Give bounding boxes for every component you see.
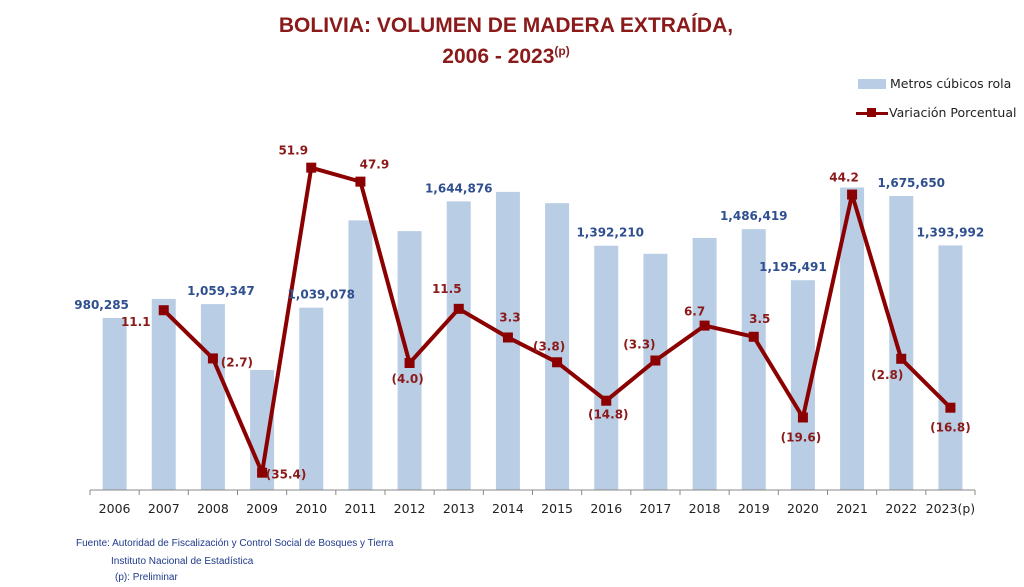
x-tick-label-2008: 2008 — [197, 501, 229, 516]
line-marker-2022 — [896, 353, 907, 364]
bar-2022 — [889, 195, 914, 490]
legend-bars-label: Metros cúbicos rola — [890, 76, 1012, 91]
bar-value-label-2019: 1,486,419 — [720, 209, 788, 223]
line-marker-2018 — [699, 320, 710, 331]
source-line-1: Fuente: Autoridad de Fiscalización y Con… — [76, 538, 394, 549]
line-value-label-2011: 47.9 — [360, 158, 390, 172]
line-value-label-2017: (3.3) — [623, 338, 655, 352]
bar-value-label-2010: 1,039,078 — [287, 288, 355, 302]
line-value-label-2008: (2.7) — [221, 355, 253, 369]
line-value-label-2010: 51.9 — [278, 144, 308, 158]
x-tick-label-2019: 2019 — [738, 501, 770, 516]
x-tick-label-2006: 2006 — [99, 501, 131, 516]
bar-2023(p) — [938, 245, 963, 490]
x-tick-label-2007: 2007 — [148, 501, 180, 516]
line-marker-2013 — [453, 303, 464, 314]
line-marker-2010 — [306, 162, 317, 173]
bar-2006 — [102, 318, 127, 490]
line-marker-2020 — [797, 412, 808, 423]
chart-title-preliminary-mark: (p) — [554, 44, 570, 58]
line-value-label-2012: (4.0) — [391, 372, 423, 386]
line-value-label-2016: (14.8) — [588, 408, 629, 422]
line-value-label-2019: 3.5 — [749, 312, 770, 326]
legend-line-label: Variación Porcentual — [889, 105, 1017, 120]
line-marker-2007 — [158, 305, 169, 316]
x-tick-label-2021: 2021 — [836, 501, 868, 516]
line-marker-2023(p) — [945, 402, 956, 413]
line-value-label-2015: (3.8) — [533, 339, 565, 353]
bar-2008 — [200, 304, 225, 490]
x-tick-label-2016: 2016 — [590, 501, 622, 516]
bar-2010 — [299, 307, 324, 490]
source-line-2: Instituto Nacional de Estadística — [111, 556, 254, 567]
line-marker-2014 — [502, 332, 513, 343]
line-marker-2012 — [404, 357, 415, 368]
bar-2013 — [446, 201, 471, 490]
line-value-label-2021: 44.2 — [829, 171, 859, 185]
preliminary-note: (p): Preliminar — [115, 572, 178, 583]
legend-bar-swatch — [858, 78, 886, 89]
line-value-label-2018: 6.7 — [684, 305, 705, 319]
bar-2018 — [692, 237, 717, 490]
line-value-label-2022: (2.8) — [871, 368, 903, 382]
x-tick-label-2022: 2022 — [885, 501, 917, 516]
x-tick-label-2009: 2009 — [246, 501, 278, 516]
bar-value-label-2006: 980,285 — [74, 298, 129, 312]
chart-title-years: 2006 - 2023 — [442, 45, 555, 68]
x-tick-label-2010: 2010 — [295, 501, 327, 516]
line-marker-2008 — [207, 353, 218, 364]
line-marker-2017 — [650, 355, 661, 366]
chart-title-line1: BOLIVIA: VOLUMEN DE MADERA EXTRAÍDA, — [278, 14, 734, 37]
line-value-label-2023(p): (16.8) — [930, 421, 971, 435]
x-tick-label-2015: 2015 — [541, 501, 573, 516]
bar-value-label-2016: 1,392,210 — [576, 226, 644, 240]
bar-2015 — [545, 203, 570, 491]
bar-2007 — [151, 298, 176, 490]
x-tick-label-2013: 2013 — [443, 501, 475, 516]
line-marker-2019 — [748, 331, 759, 342]
x-tick-label-2017: 2017 — [640, 501, 672, 516]
x-tick-label-2018: 2018 — [689, 501, 721, 516]
bar-2019 — [741, 229, 766, 490]
line-marker-2009 — [257, 467, 268, 478]
x-tick-label-2012: 2012 — [394, 501, 426, 516]
x-tick-label-2023(p): 2023(p) — [926, 501, 976, 516]
bar-value-label-2023(p): 1,393,992 — [917, 225, 985, 239]
legend-line-swatch — [856, 107, 888, 118]
bar-value-label-2013: 1,644,876 — [425, 181, 493, 195]
line-marker-2016 — [601, 395, 612, 406]
bar-value-label-2022: 1,675,650 — [877, 176, 945, 190]
bar-value-label-2008: 1,059,347 — [187, 284, 255, 298]
x-tick-label-2014: 2014 — [492, 501, 524, 516]
line-value-label-2007: 11.1 — [121, 315, 151, 329]
x-tick-label-2011: 2011 — [345, 501, 377, 516]
bar-value-label-2020: 1,195,491 — [759, 260, 827, 274]
line-value-label-2020: (19.6) — [781, 430, 822, 444]
line-value-label-2013: 11.5 — [432, 282, 462, 296]
bar-2016 — [594, 245, 619, 490]
bar-2017 — [643, 253, 668, 490]
chart-title-line2: 2006 - 2023(p) — [0, 44, 1024, 69]
line-marker-2011 — [355, 176, 366, 187]
legend-item-bars: Metros cúbicos rola — [858, 76, 1011, 91]
x-tick-label-2020: 2020 — [787, 501, 819, 516]
line-marker-2021 — [847, 189, 858, 200]
bar-2011 — [348, 220, 373, 490]
legend-item-line: Variación Porcentual — [856, 105, 1016, 120]
line-value-label-2009: (35.4) — [266, 468, 307, 482]
line-value-label-2014: 3.3 — [499, 310, 520, 324]
line-marker-2015 — [552, 357, 563, 368]
